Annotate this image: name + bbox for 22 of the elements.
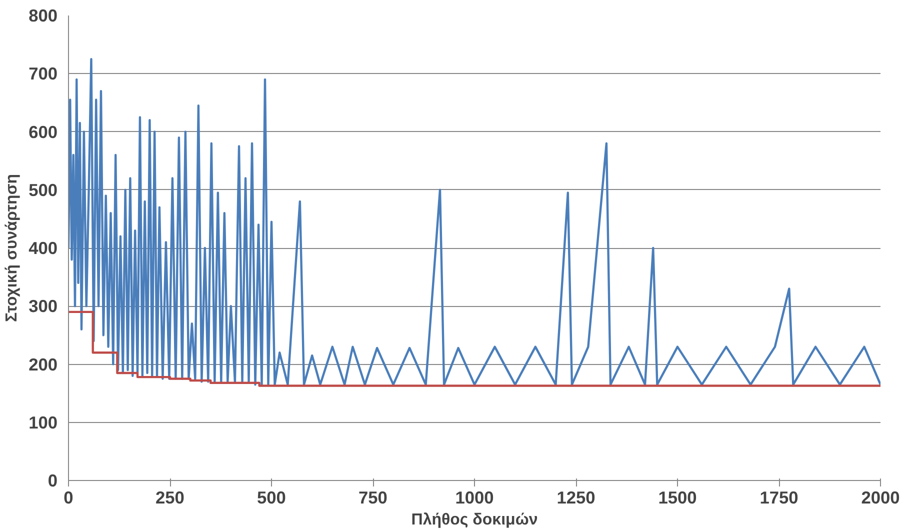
y-axis-title: Στοχική συνάρτηση <box>4 174 21 322</box>
y-tick-label: 400 <box>28 238 58 258</box>
y-tick-label: 300 <box>28 296 58 316</box>
y-tick-label: 800 <box>28 6 58 26</box>
y-tick-label: 600 <box>28 122 58 142</box>
x-tick-label: 2000 <box>861 488 900 508</box>
x-tick-label: 1250 <box>556 488 596 508</box>
x-tick-label: 1750 <box>760 488 798 508</box>
x-tick-label: 750 <box>358 488 388 508</box>
line-series <box>68 310 880 387</box>
x-axis-title: Πλήθος δοκιμών <box>411 512 538 528</box>
x-tick-label: 1000 <box>455 488 494 508</box>
x-tick-label: 0 <box>64 488 74 508</box>
y-tick-label: 200 <box>28 354 58 374</box>
y-tick-label: 0 <box>48 470 58 490</box>
y-tick-label: 100 <box>28 412 58 432</box>
line-series <box>68 58 880 386</box>
y-tick-label: 700 <box>28 64 58 84</box>
x-tick-label: 250 <box>156 488 184 508</box>
x-tick-label: 500 <box>257 488 286 508</box>
x-tick-label: 1500 <box>658 488 697 508</box>
y-tick-label: 500 <box>28 180 58 200</box>
